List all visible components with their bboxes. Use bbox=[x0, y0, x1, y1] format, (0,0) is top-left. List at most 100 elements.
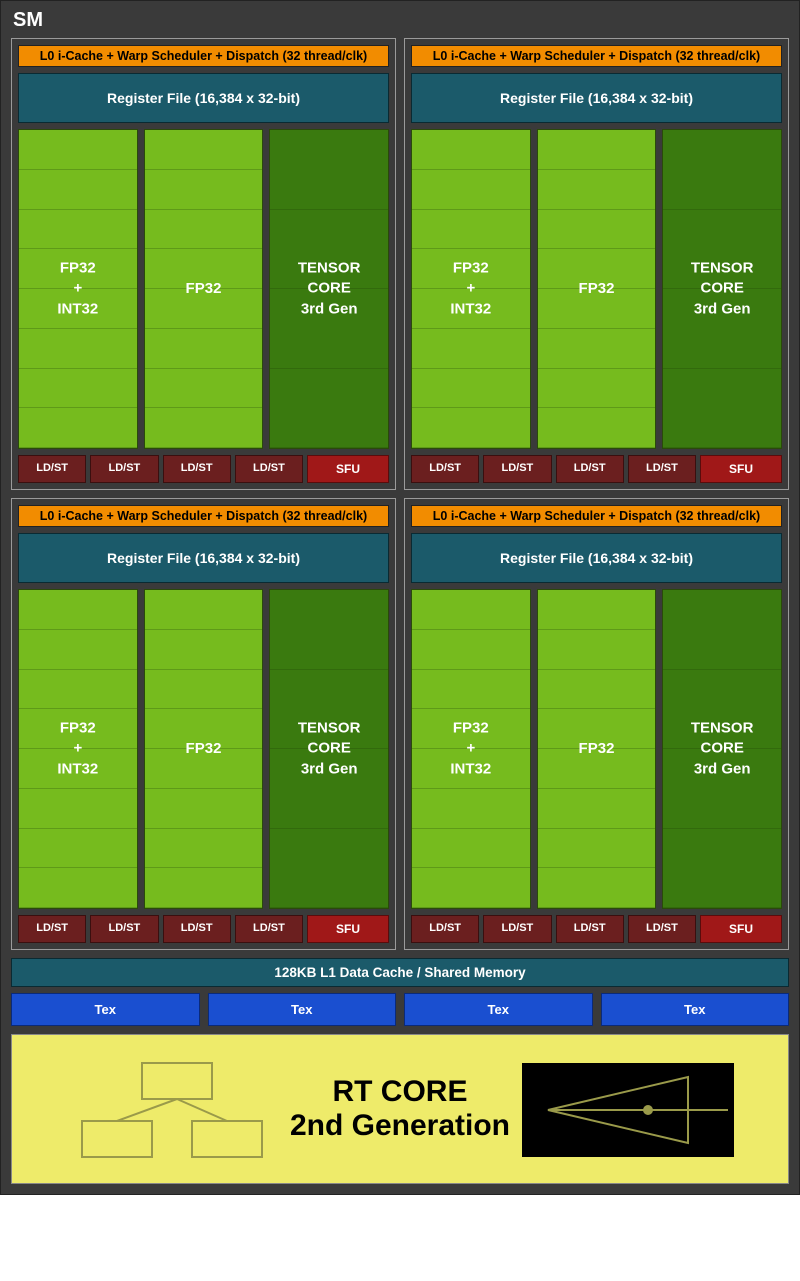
core-cell bbox=[412, 829, 530, 869]
core-cell bbox=[145, 630, 263, 670]
sm-partition: L0 i-Cache + Warp Scheduler + Dispatch (… bbox=[404, 498, 789, 950]
rt-core-label: RT CORE 2nd Generation bbox=[290, 1075, 510, 1144]
core-cell bbox=[412, 590, 530, 630]
core-cell bbox=[145, 829, 263, 869]
ldst-unit: LD/ST bbox=[628, 915, 696, 943]
ldst-unit: LD/ST bbox=[90, 455, 158, 483]
core-cell bbox=[145, 670, 263, 710]
sfu-unit: SFU bbox=[700, 455, 782, 483]
ldst-row: LD/STLD/STLD/STLD/STSFU bbox=[18, 915, 389, 943]
ldst-unit: LD/ST bbox=[556, 915, 624, 943]
tensor-core-column: TENSOR CORE3rd Gen bbox=[269, 129, 389, 449]
core-cell bbox=[19, 670, 137, 710]
ldst-unit: LD/ST bbox=[235, 455, 303, 483]
sm-partition: L0 i-Cache + Warp Scheduler + Dispatch (… bbox=[11, 498, 396, 950]
core-cell bbox=[412, 329, 530, 369]
core-column-label: TENSOR CORE3rd Gen bbox=[663, 259, 781, 320]
core-column-label: TENSOR CORE3rd Gen bbox=[270, 259, 388, 320]
ldst-unit: LD/ST bbox=[90, 915, 158, 943]
core-cell bbox=[145, 369, 263, 409]
core-column-label: FP32+INT32 bbox=[19, 259, 137, 320]
register-file-bar: Register File (16,384 x 32-bit) bbox=[18, 533, 389, 583]
tensor-core-column: TENSOR CORE3rd Gen bbox=[269, 589, 389, 909]
core-cell bbox=[538, 630, 656, 670]
core-cell bbox=[270, 590, 388, 670]
core-cell bbox=[663, 590, 781, 670]
core-cell bbox=[663, 829, 781, 909]
ldst-unit: LD/ST bbox=[18, 455, 86, 483]
cores-row: FP32+INT32 FP32 TENSOR CORE3rd Gen bbox=[18, 589, 389, 909]
core-cell bbox=[145, 590, 263, 630]
rt-core-block: RT CORE 2nd Generation bbox=[11, 1034, 789, 1184]
core-cell bbox=[145, 329, 263, 369]
tex-unit: Tex bbox=[11, 993, 200, 1026]
core-cell bbox=[538, 170, 656, 210]
core-cell bbox=[19, 170, 137, 210]
tensor-core-column: TENSOR CORE3rd Gen bbox=[662, 589, 782, 909]
tensor-core-column: TENSOR CORE3rd Gen bbox=[662, 129, 782, 449]
core-cell bbox=[19, 210, 137, 250]
sfu-unit: SFU bbox=[307, 455, 389, 483]
tex-unit: Tex bbox=[601, 993, 790, 1026]
fp32-column: FP32 bbox=[537, 589, 657, 909]
l1-cache-bar: 128KB L1 Data Cache / Shared Memory bbox=[11, 958, 789, 987]
core-column-label: FP32+INT32 bbox=[412, 719, 530, 780]
core-cell bbox=[19, 130, 137, 170]
fp32-column: FP32 bbox=[144, 589, 264, 909]
core-cell bbox=[538, 590, 656, 630]
core-cell bbox=[412, 408, 530, 448]
tex-row: TexTexTexTex bbox=[11, 993, 789, 1026]
core-cell bbox=[19, 329, 137, 369]
core-cell bbox=[538, 829, 656, 869]
core-cell bbox=[538, 210, 656, 250]
core-cell bbox=[412, 868, 530, 908]
sfu-unit: SFU bbox=[307, 915, 389, 943]
core-cell bbox=[270, 369, 388, 449]
dispatch-bar: L0 i-Cache + Warp Scheduler + Dispatch (… bbox=[18, 505, 389, 527]
core-column-label: FP32 bbox=[538, 279, 656, 299]
ldst-unit: LD/ST bbox=[556, 455, 624, 483]
core-cell bbox=[19, 369, 137, 409]
sfu-unit: SFU bbox=[700, 915, 782, 943]
core-cell bbox=[145, 789, 263, 829]
sm-partition: L0 i-Cache + Warp Scheduler + Dispatch (… bbox=[11, 38, 396, 490]
core-cell bbox=[538, 130, 656, 170]
core-cell bbox=[412, 670, 530, 710]
core-column-label: FP32 bbox=[145, 739, 263, 759]
dispatch-bar: L0 i-Cache + Warp Scheduler + Dispatch (… bbox=[18, 45, 389, 67]
ldst-unit: LD/ST bbox=[411, 455, 479, 483]
core-cell bbox=[412, 210, 530, 250]
core-cell bbox=[19, 829, 137, 869]
ray-triangle-icon bbox=[518, 1059, 738, 1161]
tex-unit: Tex bbox=[208, 993, 397, 1026]
core-cell bbox=[145, 210, 263, 250]
ldst-unit: LD/ST bbox=[628, 455, 696, 483]
fp32-int32-column: FP32+INT32 bbox=[411, 129, 531, 449]
cores-row: FP32+INT32 FP32 TENSOR CORE3rd Gen bbox=[411, 129, 782, 449]
fp32-int32-column: FP32+INT32 bbox=[18, 589, 138, 909]
core-cell bbox=[538, 408, 656, 448]
core-column-label: FP32+INT32 bbox=[19, 719, 137, 780]
fp32-int32-column: FP32+INT32 bbox=[18, 129, 138, 449]
partition-grid: L0 i-Cache + Warp Scheduler + Dispatch (… bbox=[11, 38, 789, 950]
core-column-label: TENSOR CORE3rd Gen bbox=[270, 719, 388, 780]
core-cell bbox=[412, 130, 530, 170]
register-file-bar: Register File (16,384 x 32-bit) bbox=[18, 73, 389, 123]
cores-row: FP32+INT32FP32TENSOR CORE3rd Gen bbox=[411, 589, 782, 909]
register-file-bar: Register File (16,384 x 32-bit) bbox=[411, 73, 782, 123]
core-column-label: FP32 bbox=[145, 279, 263, 299]
core-cell bbox=[412, 170, 530, 210]
ldst-unit: LD/ST bbox=[411, 915, 479, 943]
core-cell bbox=[270, 829, 388, 909]
ldst-unit: LD/ST bbox=[483, 915, 551, 943]
fp32-column: FP32 bbox=[144, 129, 264, 449]
sm-partition: L0 i-Cache + Warp Scheduler + Dispatch (… bbox=[404, 38, 789, 490]
core-cell bbox=[412, 789, 530, 829]
core-cell bbox=[663, 130, 781, 210]
core-cell bbox=[412, 630, 530, 670]
ldst-unit: LD/ST bbox=[163, 455, 231, 483]
cores-row: FP32+INT32 FP32 TENSOR CORE3rd Gen bbox=[18, 129, 389, 449]
dispatch-bar: L0 i-Cache + Warp Scheduler + Dispatch (… bbox=[411, 505, 782, 527]
core-column-label: FP32+INT32 bbox=[412, 259, 530, 320]
rt-core-line2: 2nd Generation bbox=[290, 1109, 510, 1144]
